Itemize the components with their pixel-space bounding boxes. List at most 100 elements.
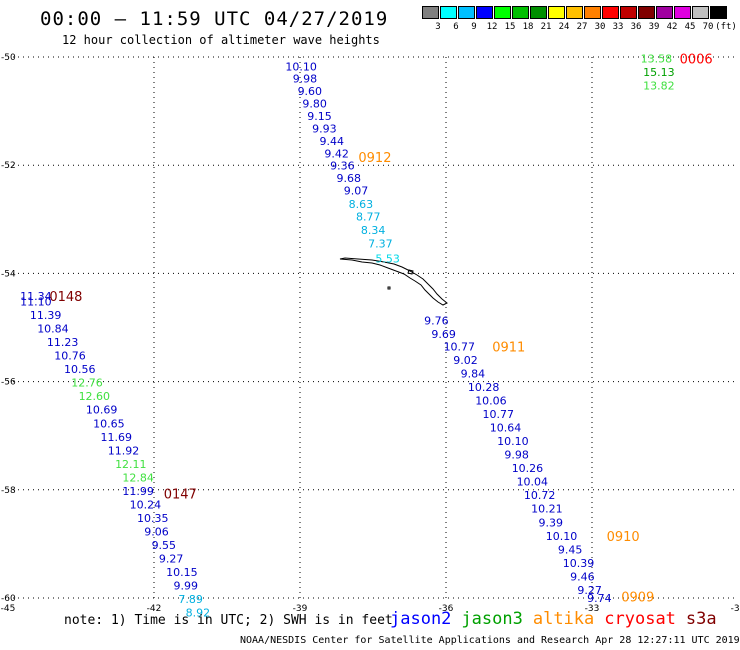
track-time-label: 0909 — [621, 590, 654, 605]
wave-height-value: 9.36 — [330, 160, 355, 173]
wave-height-value: 7.37 — [368, 238, 393, 251]
wave-height-value: 9.69 — [431, 328, 456, 341]
wave-height-value: 9.98 — [504, 449, 529, 462]
wave-height-value: 8.77 — [356, 211, 381, 224]
legend-tick-label: 42 — [666, 22, 678, 32]
jason2-track-0911: 9.769.6910.779.029.8410.2810.0610.7710.6… — [424, 314, 563, 529]
wave-height-value: 10.10 — [497, 435, 528, 448]
wave-height-value: 9.15 — [307, 110, 332, 123]
satellite-legend: jason2 jason3 altika cryosat s3a — [390, 609, 727, 629]
longitude-label: -42 — [147, 604, 162, 614]
s3a-track-0147: 11.9910.2410.359.069.559.2710.159.997.89… — [122, 485, 210, 620]
legend-tick-label: 45 — [684, 22, 696, 32]
latitude-label: -56 — [1, 378, 16, 388]
legend-tick-label: 15 — [504, 22, 516, 32]
legend-tick-label: 6 — [453, 22, 459, 32]
legend-swatch — [656, 6, 673, 19]
legend-swatch — [512, 6, 529, 19]
wave-height-value: 10.04 — [517, 476, 549, 489]
wave-height-value: 10.10 — [285, 61, 317, 74]
jason2-track-0912: 10.109.989.609.809.159.939.449.429.369.6… — [285, 61, 400, 266]
wave-height-value: 9.06 — [144, 525, 169, 538]
wave-height-value: 9.84 — [461, 367, 486, 380]
wave-height-value: 10.21 — [531, 503, 563, 516]
longitude-label: -36 — [439, 604, 454, 614]
wave-height-value: 9.07 — [344, 185, 369, 198]
wave-height-value: 10.39 — [563, 557, 595, 570]
wave-height-value: 10.65 — [93, 417, 125, 430]
map-grid: -45 -42 -39 -36 -33 -30 -50 -52 -54 -56 -58 -60 — [1, 53, 740, 614]
wave-height-value: 10.24 — [130, 498, 162, 511]
legend-tick-label: 21 — [540, 22, 552, 32]
wave-height-value: 8.63 — [349, 198, 374, 211]
wave-height-value: 10.35 — [137, 512, 169, 525]
satellite-legend-jason3: jason3 — [461, 609, 523, 629]
chart-subtitle: 12 hour collection of altimeter wave hei… — [62, 33, 380, 47]
legend-swatch — [458, 6, 475, 19]
wave-height-value: 5.53 — [375, 252, 400, 265]
legend-tick-label: 27 — [576, 22, 588, 32]
wave-height-value: 9.80 — [302, 98, 327, 111]
legend-swatch — [440, 6, 457, 19]
legend-swatch — [620, 6, 637, 19]
legend-swatch — [494, 6, 511, 19]
satellite-legend-cryosat: cryosat — [604, 609, 676, 629]
legend-swatch — [548, 6, 565, 19]
wave-height-value: 9.68 — [337, 172, 362, 185]
wave-height-value: 9.42 — [324, 147, 349, 160]
footer-note: note: 1) Time is in UTC; 2) SWH is in fe… — [64, 613, 393, 628]
wave-height-value: 9.27 — [577, 584, 602, 597]
wave-height-value: 9.44 — [319, 135, 344, 148]
coastline-south-georgia — [339, 257, 448, 306]
wave-height-value: 10.15 — [166, 566, 198, 579]
longitude-label: -39 — [293, 604, 308, 614]
wave-height-value: 11.34 — [20, 290, 51, 303]
wave-height-value: 10.10 — [546, 530, 578, 543]
wave-height-value: 10.28 — [468, 381, 500, 394]
track-time-label: 0148 — [49, 290, 82, 305]
color-scale-legend: 3 6 9 12 15 18 21 24 27 30 33 36 39 42 45 70 (ft) — [422, 6, 737, 32]
legend-ticks: 3 6 9 12 15 18 21 24 27 30 33 36 39 42 45 70 (ft) — [422, 22, 740, 36]
wave-height-value: 13.58 — [641, 53, 673, 66]
legend-swatch — [710, 6, 727, 19]
latitude-label: -52 — [1, 161, 16, 171]
longitude-label: -45 — [1, 604, 16, 614]
wave-height-value: 10.76 — [54, 350, 86, 363]
legend-swatch — [584, 6, 601, 19]
legend-swatch — [674, 6, 691, 19]
wave-height-value: 11.99 — [122, 485, 154, 498]
wave-height-value: 9.76 — [424, 314, 449, 327]
latitude-label: -60 — [1, 594, 16, 604]
wave-height-value: 9.46 — [570, 570, 595, 583]
wave-height-value: 10.64 — [490, 422, 522, 435]
legend-swatch — [638, 6, 655, 19]
legend-tick-label: 30 — [594, 22, 606, 32]
wave-height-value: 11.39 — [30, 309, 62, 322]
wave-height-value: 9.55 — [152, 539, 177, 552]
chart-title: 00:00 – 11:59 UTC 04/27/2019 — [40, 8, 389, 30]
wave-height-value: 8.34 — [361, 224, 386, 237]
wave-height-value: 12.76 — [71, 377, 103, 390]
track-time-label: 0911 — [492, 340, 525, 355]
legend-tick-label: 70 — [702, 22, 714, 32]
wave-height-value: 10.77 — [483, 408, 515, 421]
footer-credit: NOAA/NESDIS Center for Satellite Applica… — [240, 635, 740, 646]
satellite-legend-jason2: jason2 — [390, 609, 452, 629]
wave-height-value: 13.82 — [643, 80, 675, 93]
legend-tick-label: 33 — [612, 22, 624, 32]
legend-swatch — [566, 6, 583, 19]
south-georgia-island — [339, 257, 448, 306]
wave-height-value: 10.69 — [86, 404, 118, 417]
wave-height-value: 10.26 — [512, 462, 544, 475]
satellite-legend-altika: altika — [532, 609, 595, 629]
wave-height-value: 11.92 — [108, 444, 139, 457]
track-time-label: 0910 — [607, 530, 640, 545]
satellite-legend-s3a: s3a — [685, 609, 717, 629]
legend-tick-label: 36 — [630, 22, 642, 32]
wave-height-value: 9.93 — [312, 122, 337, 135]
islet-2 — [387, 286, 391, 290]
track-time-label: 0912 — [358, 151, 391, 166]
latitude-label: -54 — [1, 269, 16, 279]
wave-height-value: 15.13 — [643, 66, 675, 79]
